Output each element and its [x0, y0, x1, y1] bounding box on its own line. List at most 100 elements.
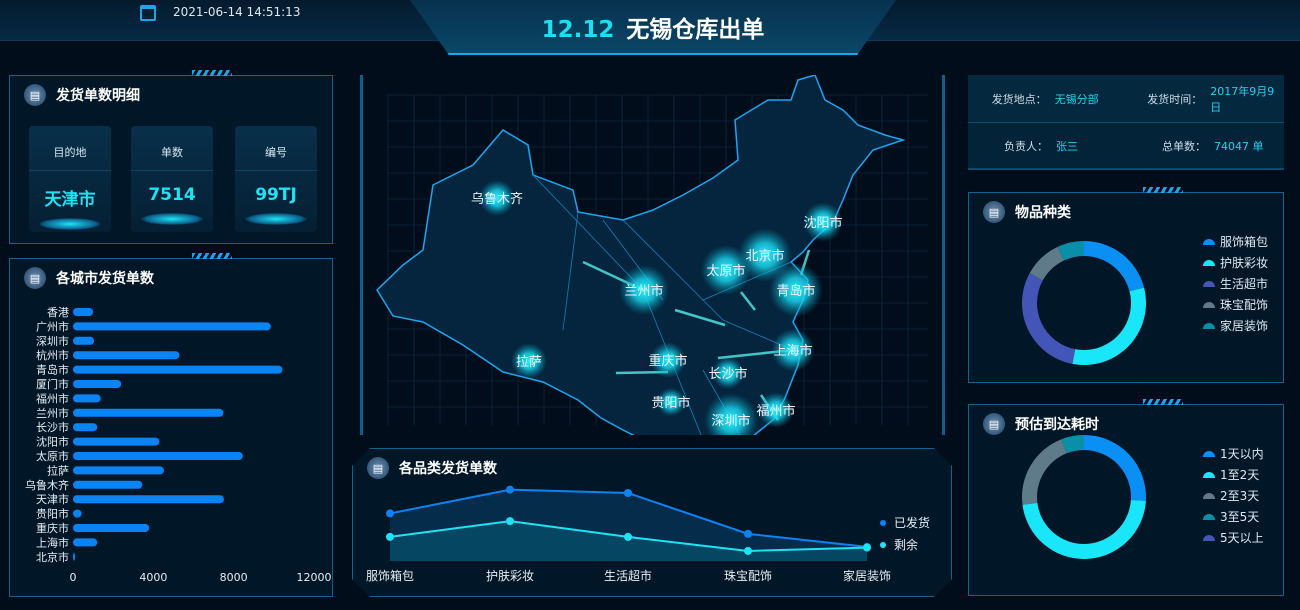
decor-stripes: [192, 253, 232, 259]
detail-panel: ▤ 发货单数明细 目的地 天津市 单数 7514 编号 99TJ: [9, 70, 333, 244]
series-point: [386, 532, 394, 541]
info-row: 负责人： 张三 总单数： 74047 单: [968, 122, 1284, 170]
city-label: 乌鲁木齐: [471, 191, 523, 207]
arrival-time-donut: [1022, 435, 1146, 559]
total-label: 总单数：: [1162, 140, 1206, 153]
panel-title: 物品种类: [1015, 205, 1071, 221]
legend-item[interactable]: 家居装饰: [1203, 315, 1268, 336]
bar-label: 拉萨: [47, 463, 69, 477]
city-label: 青岛市: [776, 283, 815, 299]
card-pedestal: [141, 213, 203, 225]
clipboard-icon: ▤: [367, 457, 389, 479]
city-marker: [769, 263, 823, 317]
city-label: 拉萨: [516, 355, 542, 370]
city-bar-chart: 香港广州市深圳市杭州市青岛市厦门市福州市兰州市长沙市沈阳市太原市拉萨乌鲁木齐天津…: [25, 306, 332, 584]
bar-label: 太原市: [36, 449, 69, 463]
legend-item[interactable]: 生活超市: [1203, 273, 1268, 294]
decor-stripes: [1143, 399, 1183, 405]
bar-label: 香港: [47, 306, 69, 319]
bar-8: [73, 423, 98, 432]
legend-item[interactable]: 珠宝配饰: [1203, 294, 1268, 315]
bar-14: [73, 509, 82, 518]
flight-line: [740, 291, 756, 311]
city-marker: [618, 264, 670, 316]
x-tick-label: 生活超市: [604, 568, 652, 583]
series-point: [624, 488, 632, 497]
donut-slice-1: [1072, 287, 1146, 365]
legend-marker: [1203, 492, 1215, 499]
legend-label: 2至3天: [1220, 489, 1260, 503]
title-text: 无锡仓库出单: [626, 17, 765, 43]
legend-marker: [1203, 450, 1215, 457]
card-label: 单数: [131, 144, 213, 171]
legend-marker: [880, 520, 886, 526]
city-marker: [656, 387, 686, 417]
legend-item[interactable]: 服饰箱包: [1203, 231, 1268, 252]
card-pedestal: [245, 213, 307, 225]
legend-item[interactable]: 3至5天: [1203, 506, 1264, 527]
city-marker: [711, 356, 745, 390]
city-label: 贵阳市: [651, 395, 690, 411]
total-value: 74047 单: [1214, 140, 1264, 153]
legend-item[interactable]: 2至3天: [1203, 485, 1264, 506]
legend-item[interactable]: 1天以内: [1203, 443, 1264, 464]
legend-label: 1天以内: [1220, 447, 1264, 461]
bar-3: [73, 351, 180, 360]
card-value: 99TJ: [255, 185, 297, 205]
bar-10: [73, 452, 243, 460]
page-title: 12.12 无锡仓库出单: [410, 10, 896, 44]
bar-label: 沈阳市: [36, 435, 69, 449]
legend-marker: [1203, 471, 1215, 478]
arrival-time-legend: 1天以内 1至2天 2至3天 3至5天 5天以上: [1203, 443, 1264, 548]
panel-title: 发货单数明细: [56, 88, 140, 104]
bar-label: 贵阳市: [36, 507, 69, 521]
legend-marker: [1203, 534, 1215, 541]
bar-7: [73, 408, 224, 417]
calendar-icon: [140, 5, 156, 21]
bar-label: 上海市: [36, 535, 69, 549]
city-orders-panel: ▤ 各城市发货单数 香港 广州市 深圳市 杭州市 青岛市 厦门市 福州市 兰州市 长沙市 沈阳市 太原…: [9, 253, 333, 597]
legend-label: 剩余: [894, 537, 918, 552]
card-label: 编号: [235, 144, 317, 171]
city-label: 沈阳市: [803, 215, 842, 231]
flight-line: [674, 308, 726, 327]
bar-label: 兰州市: [36, 406, 69, 420]
info-row: 发货地点： 无锡分部 发货时间： 2017年9月9日: [968, 75, 1284, 123]
x-tick-label: 珠宝配饰: [724, 569, 772, 583]
card-value: 天津市: [44, 190, 96, 210]
legend-marker: [1203, 513, 1215, 520]
bar-17: [73, 552, 75, 561]
card-value: 7514: [148, 185, 196, 205]
bar-label: 北京市: [36, 550, 69, 564]
legend-marker: [1203, 280, 1215, 287]
panel-title: 各品类发货单数: [399, 461, 497, 477]
bar-label: 深圳市: [36, 334, 69, 348]
bar-label: 天津市: [36, 492, 69, 506]
legend-item[interactable]: 5天以上: [1203, 527, 1264, 548]
city-marker: [771, 328, 815, 372]
legend-item[interactable]: 1至2天: [1203, 464, 1264, 485]
bar-label: 广州市: [36, 319, 69, 333]
legend-marker: [1203, 301, 1215, 308]
bar-15: [73, 524, 150, 532]
legend-label: 护肤彩妆: [1220, 256, 1269, 270]
bar-label: 长沙市: [36, 420, 69, 434]
bar-2: [73, 336, 95, 345]
legend-marker: [1203, 238, 1215, 245]
manager-label: 负责人：: [1004, 140, 1048, 153]
x-tick-label: 0: [70, 571, 77, 584]
item-types-panel: ▤ 物品种类 服饰箱包 护肤彩妆 生活超市 珠宝配饰 家居装饰: [968, 187, 1284, 383]
city-marker: [511, 343, 547, 379]
panel-title: 各城市发货单数: [56, 271, 154, 287]
donut-slice-1: [1022, 499, 1146, 559]
legend-label: 3至5天: [1220, 510, 1260, 524]
china-outline: [376, 75, 906, 435]
legend-marker: [1203, 259, 1215, 266]
legend-item[interactable]: 护肤彩妆: [1203, 252, 1268, 273]
bar-label: 乌鲁木齐: [25, 478, 69, 492]
series-point: [863, 543, 871, 552]
bar-0: [73, 308, 94, 316]
x-tick-label: 护肤彩妆: [486, 568, 534, 583]
city-marker: [738, 228, 792, 282]
